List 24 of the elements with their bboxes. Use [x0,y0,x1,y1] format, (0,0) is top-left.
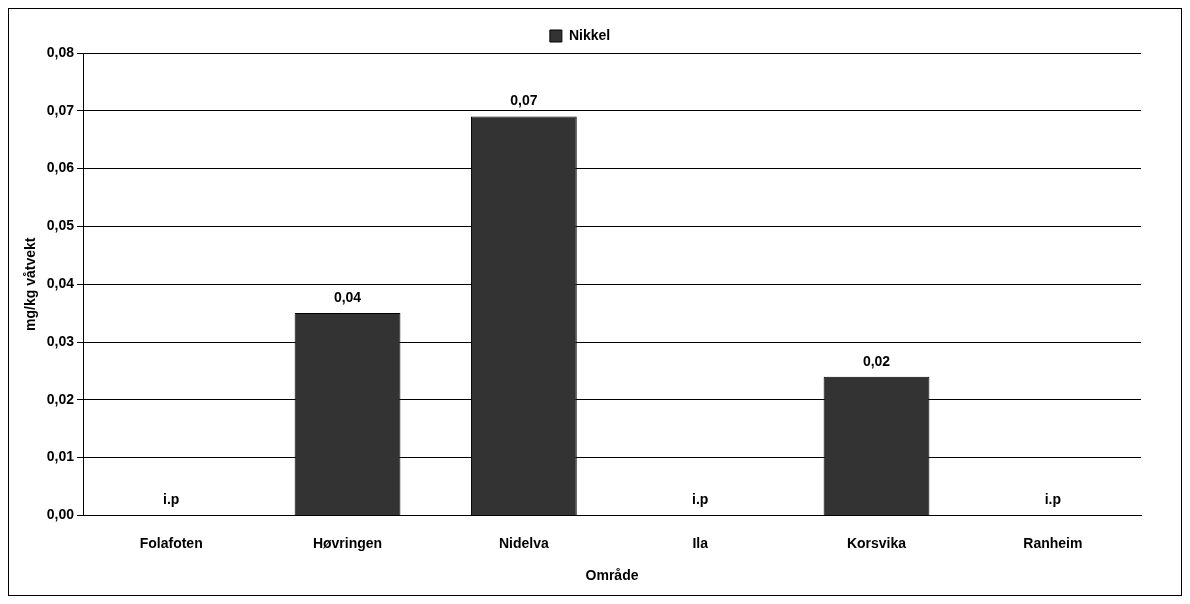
text: i.p [692,491,709,508]
y-tick-label: 0,07 [46,101,75,118]
x-tick-label: Ranheim [1023,534,1083,551]
y-tick-label: 0,00 [46,506,75,523]
data-label: 0,07 [510,92,538,109]
text: i.p [1044,491,1062,508]
x-tick-label: Folafoten [139,534,203,551]
y-tick-label: 0,06 [46,159,75,176]
legend-label: Nikkel [568,26,611,43]
y-tick-label: 0,08 [46,43,75,60]
y-tick-label: 0,01 [46,448,75,465]
data-label: 0,04 [333,288,362,305]
text: i.p [163,491,180,508]
x-tick-label: Korsvika [846,534,907,551]
x-tick-label: Høvringen [312,534,383,551]
x-axis-title: Område [585,567,639,584]
y-axis-title: mg/kg våtvekt [22,237,39,331]
data-label: 0,02 [862,352,891,369]
x-tick-label: Ila [692,534,709,551]
y-tick-label: 0,05 [46,217,75,234]
x-tick-label: Nidelva [498,534,549,551]
y-tick-label: 0,04 [46,275,75,292]
y-tick-label: 0,02 [46,390,75,407]
y-tick-label: 0,03 [46,332,75,349]
